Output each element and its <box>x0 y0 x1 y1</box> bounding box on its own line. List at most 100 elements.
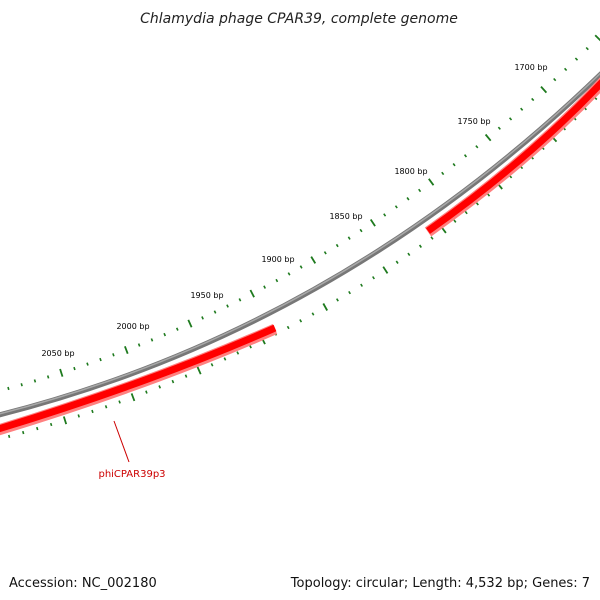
inner-tick <box>372 276 375 280</box>
outer-tick <box>497 126 501 130</box>
inner-tick <box>475 202 479 206</box>
inner-tick <box>62 416 68 425</box>
outer-tick <box>124 345 129 355</box>
outer-tick <box>540 85 548 94</box>
tick-label-2000: 2000 bp <box>116 322 149 331</box>
outer-tick-ring <box>7 34 600 391</box>
outer-tick <box>238 298 242 302</box>
inner-tick <box>77 414 80 418</box>
tick-label-1800: 1800 bp <box>394 167 427 176</box>
tick-label-1950: 1950 bp <box>190 291 223 300</box>
outer-tick <box>275 278 279 283</box>
outer-tick <box>263 285 267 289</box>
tick-label-2050: 2050 bp <box>41 349 74 358</box>
inner-tick <box>336 298 339 302</box>
inner-tick <box>348 290 351 295</box>
outer-tick <box>163 332 167 337</box>
genome-backbone-highlight <box>0 72 600 415</box>
outer-tick <box>59 368 64 377</box>
inner-tick <box>299 319 303 323</box>
outer-tick <box>553 77 557 82</box>
outer-tick <box>574 57 579 61</box>
inner-tick <box>22 430 25 435</box>
inner-tick <box>223 357 227 361</box>
outer-tick <box>564 67 568 72</box>
outer-tick <box>406 197 410 201</box>
outer-tick <box>383 213 387 217</box>
outer-tick <box>508 117 513 121</box>
outer-tick <box>137 343 141 347</box>
outer-tick <box>73 366 76 371</box>
outer-tick <box>201 316 204 320</box>
tick-label-1900: 1900 bp <box>261 255 294 264</box>
inner-tick <box>171 379 175 384</box>
inner-tick <box>210 363 214 367</box>
outer-tick <box>531 97 535 102</box>
inner-tick <box>158 385 162 389</box>
accession-text: Accession: NC_002180 <box>9 576 157 591</box>
inner-tick <box>49 422 53 427</box>
outer-tick <box>299 265 303 269</box>
outer-tick <box>99 357 102 362</box>
inner-tick <box>249 345 252 349</box>
inner-tick <box>464 210 468 215</box>
tick-label-1700: 1700 bp <box>514 63 547 72</box>
outer-tick <box>369 219 376 227</box>
genome-summary-text: Topology: circular; Length: 4,532 bp; Ge… <box>290 576 590 591</box>
inner-tick <box>395 260 399 264</box>
outer-tick <box>287 272 291 276</box>
inner-tick <box>118 400 121 404</box>
outer-tick <box>441 171 445 176</box>
outer-tick <box>249 289 255 298</box>
inner-tick <box>130 393 136 402</box>
inner-tick <box>430 236 434 240</box>
inner-tick <box>286 325 290 330</box>
inner-tick <box>236 351 240 355</box>
inner-tick <box>104 405 108 409</box>
outer-tick <box>594 34 600 42</box>
inner-tick <box>322 303 328 311</box>
inner-tick <box>382 266 389 274</box>
tick-label-1850: 1850 bp <box>329 212 362 221</box>
inner-tick <box>91 409 94 414</box>
gene-feature-next[interactable] <box>424 77 600 237</box>
outer-tick <box>428 178 435 186</box>
outer-tick <box>394 205 398 209</box>
inner-tick <box>145 390 148 394</box>
outer-tick <box>463 154 468 158</box>
outer-tick <box>475 145 479 149</box>
inner-tick <box>453 219 457 223</box>
gene-feature-phiCPAR39p3[interactable] <box>0 323 278 436</box>
outer-tick <box>335 243 339 248</box>
tick-labels: 1700 bp 1750 bp 1800 bp 1850 bp 1900 bp … <box>41 63 547 358</box>
outer-tick <box>187 319 193 328</box>
inner-tick <box>407 252 411 257</box>
inner-tick <box>311 312 315 316</box>
outer-tick <box>585 46 589 51</box>
outer-tick <box>226 304 229 308</box>
inner-tick <box>8 434 11 438</box>
outer-tick <box>20 383 23 387</box>
outer-tick <box>418 188 422 193</box>
outer-tick <box>359 228 363 233</box>
tick-label-1750: 1750 bp <box>457 117 490 126</box>
outer-tick <box>520 107 524 111</box>
outer-tick <box>310 256 317 264</box>
outer-tick <box>452 163 456 167</box>
inner-tick-ring <box>8 96 598 438</box>
outer-tick <box>7 386 10 391</box>
gene-label-phiCPAR39p3[interactable]: phiCPAR39p3 <box>98 469 165 480</box>
outer-tick <box>175 327 179 331</box>
gene-label-pointer <box>113 420 130 463</box>
outer-tick <box>213 310 217 314</box>
outer-tick <box>33 379 37 383</box>
inner-tick <box>360 283 363 287</box>
map-title: Chlamydia phage CPAR39, complete genome <box>140 11 458 27</box>
inner-tick <box>418 244 422 248</box>
outer-tick <box>46 375 50 379</box>
outer-tick <box>323 251 327 255</box>
outer-tick <box>112 353 115 357</box>
outer-tick <box>347 236 351 240</box>
inner-tick <box>196 366 202 375</box>
